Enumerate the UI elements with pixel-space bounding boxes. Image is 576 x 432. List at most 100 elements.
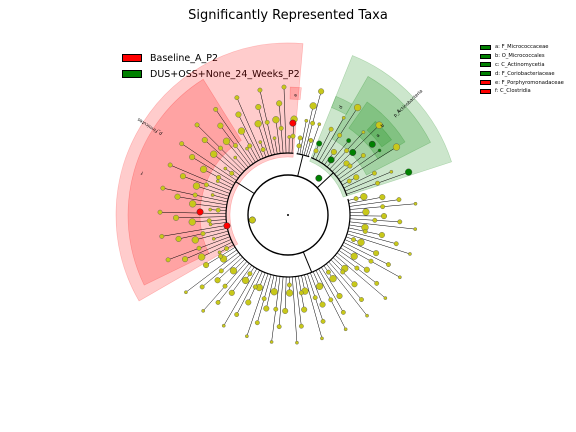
taxon-node: [237, 127, 246, 135]
taxon-node: [316, 140, 323, 147]
leaf-branch: [176, 216, 227, 219]
leaf-branch: [170, 164, 232, 192]
leaf-branch: [326, 263, 368, 316]
clade-label: d: [338, 105, 345, 110]
taxon-node: [221, 323, 226, 328]
taxon-node: [359, 297, 364, 302]
taxon-node: [194, 122, 200, 128]
leaf-branch: [349, 221, 416, 230]
taxa-legend-label: c: C_Actinomycetia: [495, 61, 545, 68]
taxon-node: [165, 257, 171, 263]
leaf-branch: [275, 119, 281, 154]
taxon-node: [222, 283, 228, 289]
taxon-node: [229, 267, 238, 275]
taxon-node: [362, 208, 370, 216]
leaf-branch: [226, 141, 249, 168]
leaf-branch: [343, 172, 375, 189]
legend-entry-baseline: Baseline_A_P2: [122, 50, 300, 66]
taxon-node: [211, 237, 216, 241]
leaf-branch: [235, 157, 247, 170]
taxon-node: [374, 280, 380, 286]
leaf-branch: [318, 268, 344, 313]
clade-sector-e: [289, 86, 302, 100]
taxon-node: [175, 235, 182, 242]
taxa-legend-swatch: [480, 44, 491, 50]
taxon-node: [229, 170, 235, 176]
leaf-branch: [348, 196, 383, 204]
taxon-node: [301, 306, 308, 313]
taxa-legend-swatch: [480, 53, 491, 59]
taxon-node: [380, 204, 386, 210]
clade-label: a: [376, 133, 382, 139]
leaf-branch: [304, 274, 323, 339]
taxon-node: [233, 155, 238, 160]
taxa-legend-label: d: F_Coriobacteriaceae: [495, 70, 555, 77]
biomarker-node: [223, 222, 231, 230]
taxon-node: [252, 284, 258, 290]
taxon-node: [282, 307, 289, 314]
taxon-node: [281, 84, 287, 90]
biomarker-node: [248, 216, 256, 224]
clade-sector-d: [331, 95, 353, 115]
taxon-node: [375, 180, 380, 186]
taxon-node: [413, 227, 418, 231]
taxon-node: [261, 296, 267, 302]
taxon-node: [198, 253, 206, 261]
taxon-node: [223, 166, 228, 171]
taxon-node: [258, 140, 263, 144]
taxon-node: [269, 340, 274, 344]
taxon-node: [408, 252, 412, 256]
taxa-legend-swatch: [480, 71, 491, 77]
legend-entry-dus: DUS+OSS+None_24_Weeks_P2: [122, 66, 300, 82]
leaf-branch: [212, 194, 229, 200]
taxon-node: [215, 300, 221, 305]
taxon-node: [379, 194, 386, 201]
leaf-branch: [185, 252, 239, 293]
taxon-node: [264, 119, 270, 125]
taxon-node: [228, 289, 235, 296]
taxon-node: [378, 232, 385, 239]
taxon-node: [203, 262, 210, 269]
taxa-legend-entry: c: C_Actinomycetia: [480, 61, 564, 70]
phylum-arc: [233, 198, 351, 278]
leaf-branch: [177, 196, 227, 206]
legend-swatch-baseline: [122, 54, 142, 62]
taxon-node: [157, 209, 163, 215]
taxon-node: [287, 135, 292, 139]
taxon-node: [188, 218, 196, 226]
taxon-node: [224, 246, 229, 251]
phylum-branch: [235, 181, 255, 194]
taxa-legend-entry: d: F_Coriobacteriaceae: [480, 69, 564, 78]
biomarker-node: [289, 119, 297, 127]
phylum-arc: [296, 153, 310, 158]
taxon-node: [214, 277, 221, 284]
taxon-node: [189, 154, 196, 161]
taxon-node: [310, 120, 315, 126]
taxon-node: [254, 320, 260, 326]
taxon-node: [273, 306, 279, 312]
leaf-branch: [345, 171, 392, 192]
taxon-node: [330, 148, 337, 155]
taxon-node: [245, 334, 249, 339]
taxon-node: [353, 174, 360, 181]
taxon-node: [351, 281, 358, 288]
leaf-branch: [201, 241, 233, 258]
taxon-node: [210, 193, 215, 197]
taxon-node: [215, 207, 221, 213]
leaf-branch: [307, 124, 320, 157]
leaf-branch: [215, 109, 254, 164]
biomarker-node: [349, 149, 357, 156]
leaf-branch: [338, 150, 380, 180]
taxon-node: [208, 207, 212, 212]
taxon-node: [341, 116, 346, 120]
taxon-node: [278, 125, 284, 131]
taxon-node: [319, 301, 326, 308]
phylum-branch: [302, 251, 313, 273]
taxon-node: [203, 182, 209, 188]
taxon-node: [235, 111, 242, 118]
taxon-node: [363, 266, 370, 273]
taxa-legend-entry: e: F_Porphyromonadaceae: [480, 78, 564, 87]
taxon-node: [328, 297, 334, 303]
leaf-branch: [236, 97, 264, 159]
